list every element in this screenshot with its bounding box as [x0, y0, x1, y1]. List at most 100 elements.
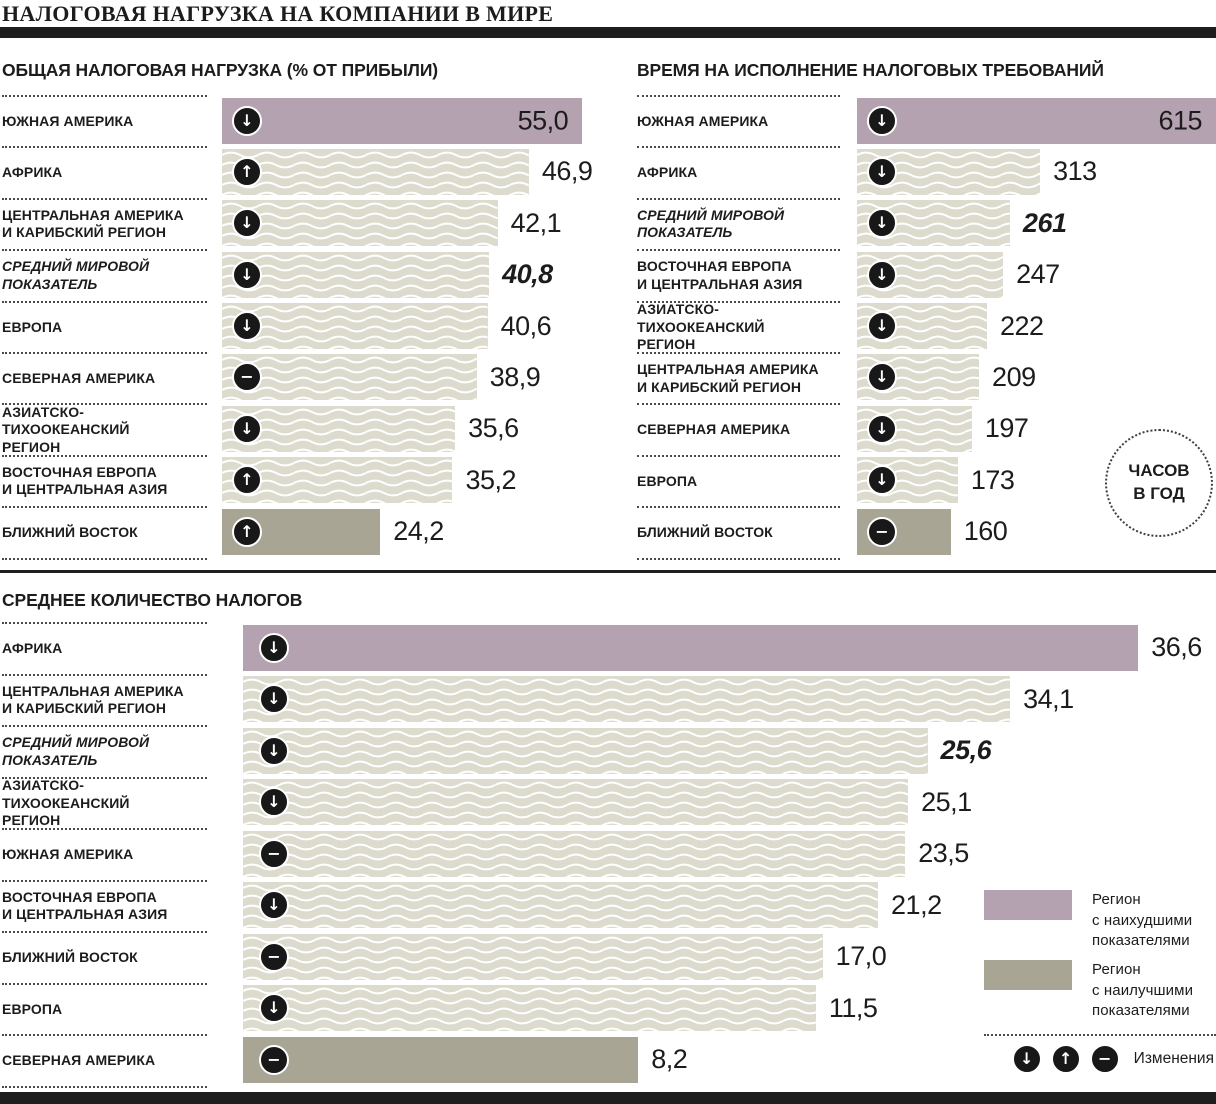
region-label-cell: АФРИКА	[2, 622, 207, 674]
label-column-end-rule	[637, 557, 840, 560]
region-label-cell: СЕВЕРНАЯ АМЕРИКА	[637, 403, 840, 454]
value-label: 21,2	[891, 889, 942, 920]
value-label: 173	[970, 464, 1015, 495]
bar-normal: ↓	[222, 251, 490, 298]
worst-region-label: Регион с наихудшими показателями	[1092, 891, 1193, 950]
bar-worst: ↓	[243, 624, 1139, 671]
page-title: НАЛОГОВАЯ НАГРУЗКА НА КОМПАНИИ В МИРЕ	[2, 1, 554, 26]
chart-row: БЛИЖНИЙ ВОСТОК − 17,0	[2, 931, 1214, 983]
bar-track: ↓ 21,2	[243, 882, 1214, 928]
value-label: 247	[1016, 259, 1060, 290]
region-label: ЮЖНАЯ АМЕРИКА	[637, 112, 769, 129]
legend-worst-row: Регион с наихудшими показателями	[984, 890, 1216, 952]
down-arrow-icon: ↓	[867, 208, 897, 239]
value-label: 55,0	[517, 105, 569, 135]
region-label-cell: ЦЕНТРАЛЬНАЯ АМЕРИКА И КАРИБСКИЙ РЕГИОН	[2, 197, 207, 249]
region-label: СРЕДНИЙ МИРОВОЙ ПОКАЗАТЕЛЬ	[2, 734, 150, 768]
region-label-cell: АЗИАТСКО-ТИХООКЕАНСКИЙ РЕГИОН	[2, 776, 207, 828]
bar-track: − 160	[857, 508, 1216, 555]
bar-normal: ↓	[857, 354, 980, 401]
bar-track: ↓ 313	[857, 148, 1216, 195]
down-arrow-icon: ↓	[259, 890, 289, 920]
chart-row: ЮЖНАЯ АМЕРИКА ↓ 615	[637, 95, 1216, 146]
down-arrow-icon: ↓	[259, 735, 289, 766]
chart-row: СРЕДНИЙ МИРОВОЙ ПОКАЗАТЕЛЬ ↓ 261	[637, 197, 1216, 249]
down-arrow-icon: ↓	[259, 632, 289, 663]
chart-rows: ЮЖНАЯ АМЕРИКА ↓ 615 АФРИКА ↓ 313 СРЕДНИЙ МИРОВ…	[637, 95, 1216, 560]
chart-row: СЕВЕРНАЯ АМЕРИКА − 38,9	[2, 351, 608, 403]
region-label: СРЕДНИЙ МИРОВОЙ ПОКАЗАТЕЛЬ	[637, 206, 785, 241]
bar-texture	[222, 354, 477, 401]
no-change-icon: −	[259, 1044, 289, 1075]
chart-rows: ЮЖНАЯ АМЕРИКА ↓ 55,0 АФРИКА ↑ 46,9 ЦЕНТРАЛЬНАЯ…	[2, 95, 608, 560]
bar-normal: ↓	[222, 405, 456, 452]
region-label: АФРИКА	[637, 164, 698, 181]
region-label: БЛИЖНИЙ ВОСТОК	[2, 524, 138, 541]
down-arrow-icon: ↓	[867, 465, 897, 496]
chart-row: СРЕДНИЙ МИРОВОЙ ПОКАЗАТЕЛЬ ↓ 25,6	[2, 725, 1214, 777]
value-label: 38,9	[489, 361, 541, 392]
chart-row: ЕВРОПА ↓ 173	[637, 454, 1216, 506]
chart-row: ЕВРОПА ↓ 40,6	[2, 300, 608, 352]
value-label: 40,8	[502, 259, 553, 290]
bar-best: −	[243, 1036, 639, 1083]
region-label: ВОСТОЧНАЯ ЕВРОПА И ЦЕНТРАЛЬНАЯ АЗИЯ	[637, 258, 803, 292]
region-label-cell: БЛИЖНИЙ ВОСТОК	[637, 506, 840, 557]
bottom-rule	[0, 1092, 1216, 1104]
region-label-cell: ЦЕНТРАЛЬНАЯ АМЕРИКА И КАРИБСКИЙ РЕГИОН	[2, 673, 207, 726]
region-label-cell: СЕВЕРНАЯ АМЕРИКА	[2, 351, 207, 403]
bar-track: ↑ 24,2	[222, 508, 608, 555]
region-label-cell: СЕВЕРНАЯ АМЕРИКА	[2, 1034, 207, 1086]
down-arrow-icon: ↓	[259, 684, 289, 714]
region-label-cell: АФРИКА	[2, 146, 207, 197]
chart-title: СРЕДНЕЕ КОЛИЧЕСТВО НАЛОГОВ	[2, 590, 303, 610]
region-label: АЗИАТСКО-ТИХООКЕАНСКИЙ РЕГИОН	[2, 777, 130, 828]
bar-track: − 17,0	[243, 933, 1214, 980]
bar-normal: ↓	[243, 985, 816, 1031]
bar-normal: ↓	[243, 727, 928, 774]
chart-row: ЮЖНАЯ АМЕРИКА ↓ 55,0	[2, 95, 608, 146]
region-label-cell: СРЕДНИЙ МИРОВОЙ ПОКАЗАТЕЛЬ	[2, 725, 207, 777]
hours-per-year-badge: ЧАСОВ В ГОД	[1105, 429, 1213, 537]
bar-normal: ↓	[857, 303, 987, 350]
bar-normal: −	[243, 933, 823, 980]
bar-texture	[243, 727, 928, 774]
no-change-icon: −	[867, 516, 897, 547]
chart-row: ВОСТОЧНАЯ ЕВРОПА И ЦЕНТРАЛЬНАЯ АЗИЯ ↓ 21,2	[2, 879, 1214, 932]
best-region-label: Регион с наилучшими показателями	[1092, 961, 1194, 1020]
bar-track: ↓ 25,6	[243, 727, 1214, 774]
down-arrow-icon: ↓	[867, 105, 897, 136]
legend-divider	[984, 1034, 1216, 1037]
up-arrow-icon: ↑	[232, 465, 262, 496]
bar-track: − 8,2	[243, 1036, 1214, 1083]
region-label: ЦЕНТРАЛЬНАЯ АМЕРИКА И КАРИБСКИЙ РЕГИОН	[637, 361, 819, 395]
bar-worst: ↓ 615	[857, 97, 1216, 144]
chart-row: СРЕДНИЙ МИРОВОЙ ПОКАЗАТЕЛЬ ↓ 40,8	[2, 249, 608, 300]
bar-texture	[243, 985, 816, 1031]
region-label: ВОСТОЧНАЯ ЕВРОПА И ЦЕНТРАЛЬНАЯ АЗИЯ	[2, 888, 168, 923]
region-label-cell: АЗИАТСКО-ТИХООКЕАНСКИЙ РЕГИОН	[637, 300, 840, 352]
chart-row: ЮЖНАЯ АМЕРИКА − 23,5	[2, 828, 1214, 880]
bar-track: ↓ 197	[857, 405, 1216, 452]
chart-rows: АФРИКА ↓ 36,6 ЦЕНТРАЛЬНАЯ АМЕРИКА И КАРИБСК…	[2, 622, 1214, 1088]
bar-normal: ↓	[857, 457, 958, 504]
bar-track: ↓ 247	[857, 251, 1216, 298]
region-label-cell: ВОСТОЧНАЯ ЕВРОПА И ЦЕНТРАЛЬНАЯ АЗИЯ	[2, 454, 207, 506]
chart-row: ЦЕНТРАЛЬНАЯ АМЕРИКА И КАРИБСКИЙ РЕГИОН ↓ 4…	[2, 197, 608, 249]
bar-track: ↓ 42,1	[222, 200, 608, 247]
bar-normal: ↓	[222, 200, 498, 247]
legend-best-row: Регион с наилучшими показателями	[984, 960, 1216, 1022]
region-label: ВОСТОЧНАЯ ЕВРОПА И ЦЕНТРАЛЬНАЯ АЗИЯ	[2, 463, 168, 498]
region-label-cell: ВОСТОЧНАЯ ЕВРОПА И ЦЕНТРАЛЬНАЯ АЗИЯ	[2, 879, 207, 932]
value-label: 36,6	[1151, 632, 1202, 662]
down-arrow-icon: ↓	[1011, 1044, 1042, 1075]
bar-texture	[222, 148, 529, 195]
region-label-cell: ЮЖНАЯ АМЕРИКА	[637, 95, 840, 146]
bar-texture	[222, 303, 488, 350]
chart-title: ВРЕМЯ НА ИСПОЛНЕНИЕ НАЛОГОВЫХ ТРЕБОВАНИЙ	[637, 60, 1104, 80]
region-label-cell: БЛИЖНИЙ ВОСТОК	[2, 931, 207, 983]
chart-row: ЦЕНТРАЛЬНАЯ АМЕРИКА И КАРИБСКИЙ РЕГИОН ↓ 2…	[637, 351, 1216, 403]
region-label: ЮЖНАЯ АМЕРИКА	[2, 112, 134, 129]
region-label: ЦЕНТРАЛЬНАЯ АМЕРИКА И КАРИБСКИЙ РЕГИОН	[2, 682, 184, 717]
